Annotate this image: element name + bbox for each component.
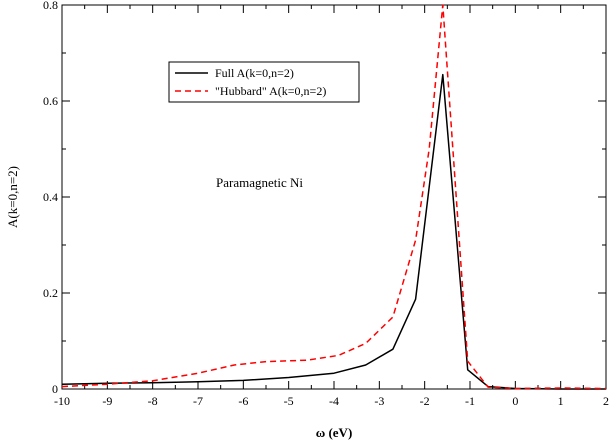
y-tick-label: 0	[52, 382, 58, 396]
x-tick-label: -1	[465, 394, 475, 408]
legend: Full A(k=0,n=2) "Hubbard" A(k=0,n=2)	[168, 61, 360, 103]
x-tick-label: -10	[54, 394, 70, 408]
x-tick-label: -6	[238, 394, 248, 408]
x-tick-label: -7	[193, 394, 203, 408]
y-axis-ticks: 0 0.2 0.4 0.6 0.8	[43, 0, 606, 396]
legend-label-hubbard: "Hubbard" A(k=0,n=2)	[215, 84, 326, 98]
x-tick-label: 1	[558, 394, 564, 408]
x-axis-label: ω (eV)	[316, 425, 353, 440]
x-tick-label: 0	[512, 394, 518, 408]
y-axis-label: A(k=0,n=2)	[5, 166, 20, 228]
x-tick-label: -5	[284, 394, 294, 408]
series-layer	[61, 4, 607, 390]
y-tick-label: 0.8	[43, 0, 58, 12]
y-tick-label: 0.4	[43, 190, 58, 204]
annotation-paramagnetic-ni: Paramagnetic Ni	[216, 175, 303, 190]
x-tick-label: -9	[102, 394, 112, 408]
x-tick-label: -8	[148, 394, 158, 408]
legend-label-full: Full A(k=0,n=2)	[215, 66, 294, 80]
legend-box	[168, 61, 360, 103]
series-line-full	[61, 73, 606, 390]
x-axis-ticks: -10 -9 -8 -7 -6 -5 -4 -3 -2 -1 0 1 2	[54, 5, 609, 408]
y-tick-label: 0.2	[43, 286, 58, 300]
x-tick-label: -2	[420, 394, 430, 408]
x-tick-label: -3	[374, 394, 384, 408]
x-tick-label: -4	[329, 394, 339, 408]
y-tick-label: 0.6	[43, 94, 58, 108]
x-tick-label: 2	[603, 394, 609, 408]
